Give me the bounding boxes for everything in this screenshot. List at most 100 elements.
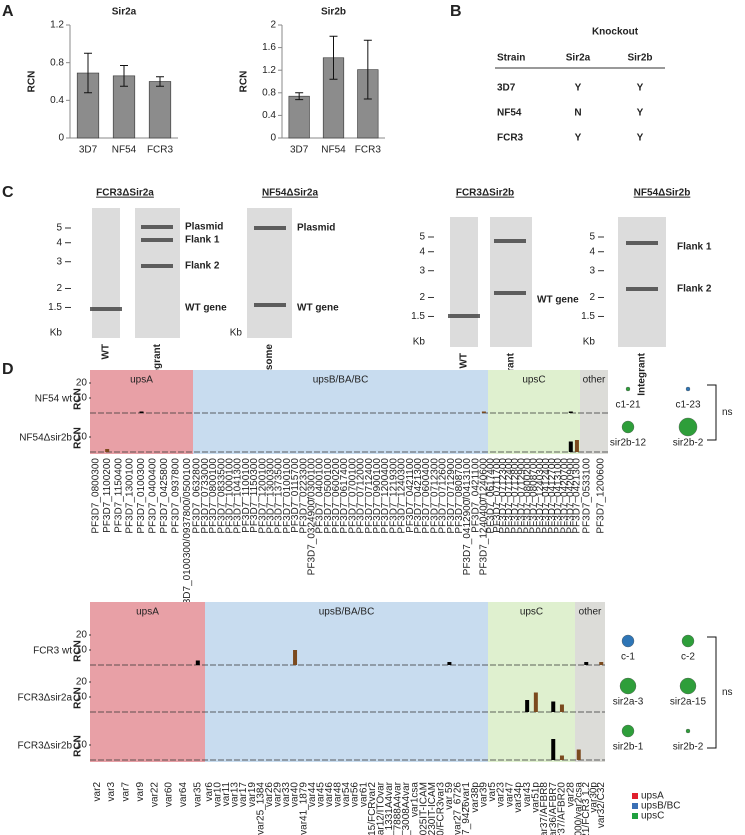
y-tick-label: 0.8: [50, 57, 64, 68]
pie: [685, 728, 691, 734]
bar: [481, 411, 486, 413]
pie-label: sir2b-1: [613, 742, 644, 753]
error-bar: [120, 64, 128, 87]
row-name: FCR3 wt: [33, 646, 72, 657]
region-bg: [488, 370, 580, 454]
bar: [525, 700, 530, 712]
gene-label: PF3D7_0800100: [208, 458, 219, 534]
gene-label: PF3D7_0800300: [90, 458, 101, 534]
gene-label: var 59: [444, 782, 455, 810]
bar: [288, 95, 310, 139]
bar: [105, 449, 110, 452]
legend-swatch: [632, 813, 638, 819]
gel-band: [448, 314, 480, 318]
gene-label: PF3D7_0600200: [331, 458, 342, 534]
x-tick-label: FCR3: [355, 145, 382, 156]
gene-label: var13: [230, 782, 241, 807]
gel-band: [494, 291, 526, 295]
y-tick-label: 1.2: [50, 20, 64, 31]
gene-label: var43: [522, 782, 533, 807]
gene-label: var25_1384: [255, 782, 266, 835]
table-cell: Y: [637, 133, 644, 144]
gene-label: var39: [478, 782, 489, 807]
bar: [559, 755, 564, 760]
gene-label: PF3D7_1200600: [596, 458, 607, 534]
gene-label: PF3D7_0421100: [470, 458, 481, 533]
table-cell: 3D7: [497, 83, 516, 94]
gene-label: PF3D7_0425800: [159, 458, 170, 534]
pie-label: sir2a-3: [613, 697, 644, 708]
error-bar: [295, 92, 304, 101]
gene-label: PF3D7_0600400: [421, 458, 432, 534]
pie-label: sir2b-12: [610, 438, 647, 449]
gene-label: PF3D7_0632800: [192, 458, 203, 534]
gene-label: PF3D7_1200400: [380, 458, 391, 534]
gel-band: [254, 226, 286, 230]
x-tick-label: NF54: [321, 145, 346, 156]
gene-label: var1csa: [410, 782, 421, 817]
bar: [559, 704, 564, 712]
lane-label: WT: [101, 344, 112, 360]
error-bar: [363, 39, 372, 100]
region-label: upsB/BA/BC: [319, 607, 375, 618]
gene-label: var6: [204, 782, 215, 802]
legend-label: upsB/BC: [641, 801, 680, 812]
gene-label: var36/AFBR7: [548, 782, 559, 835]
ladder-label: 3: [419, 265, 425, 276]
gene-label: PF3D7_1300100: [125, 458, 136, 534]
gene-label: PF3D7_0712400: [364, 458, 375, 534]
gene-label: var47: [504, 782, 515, 807]
row-name: FCR3Δsir2a: [18, 693, 73, 704]
gel-band: [626, 287, 658, 291]
gene-label: PF3D7_0421100: [405, 458, 416, 533]
row-name: NF54Δsir2b: [19, 433, 72, 444]
gel-band: [90, 307, 122, 311]
gel-title: FCR3ΔSir2a: [96, 188, 154, 199]
bar: [533, 692, 538, 712]
region-bg: [488, 602, 575, 762]
y-tick-label: 10: [76, 393, 88, 404]
band-label: Flank 2: [185, 261, 220, 272]
y-tick-label: 0.4: [262, 110, 276, 121]
x-tick-label: 3D7: [79, 145, 98, 156]
region-label: upsC: [522, 375, 545, 386]
table-header: Sir2a: [566, 53, 591, 64]
gene-label: PF3D7_1240400/1240600: [479, 458, 490, 576]
unit-label: Kb: [230, 328, 243, 339]
region-label: other: [583, 375, 606, 386]
gene-label: PF3D7_0100300/0937800/0500100: [182, 458, 193, 617]
pie-label: c-2: [681, 652, 695, 663]
ladder-label: 1.5: [581, 311, 595, 322]
gene-label: var27_9426var1: [461, 782, 472, 835]
ladder-label: 1.5: [411, 311, 425, 322]
gene-label: PF3D7_0712900: [516, 458, 527, 534]
gene-label: PF3D7_0937800: [170, 458, 181, 534]
gene-label: PF3D7_0412700: [547, 458, 558, 534]
bar: [576, 749, 581, 760]
gene-label: PF3D7_0617400: [486, 458, 497, 534]
gene-label: var17: [238, 782, 249, 807]
gene-label: PF3D7_1200100: [257, 458, 268, 534]
pie-label: sir2b-2: [673, 742, 704, 753]
gene-label: var44: [307, 782, 318, 807]
band-label: WT gene: [297, 303, 339, 314]
ladder-label: 3: [589, 265, 595, 276]
pie-label: c1-21: [615, 400, 640, 411]
region-label: other: [579, 607, 602, 618]
ladder-label: 5: [589, 232, 595, 243]
gene-label: var51p: [530, 782, 541, 813]
panel-label: B: [450, 3, 462, 20]
gene-label: var20/FCR3var3: [435, 782, 446, 835]
gene-label: PF3D7_0324900/0300100: [306, 458, 317, 576]
region-bg: [205, 602, 488, 762]
gene-label: PF3D7_0412400: [541, 458, 552, 534]
gene-label: PF3D7_1000100: [225, 458, 236, 534]
gene-label: var38p: [470, 782, 481, 813]
pie-label: c-1: [621, 652, 635, 663]
bar: [447, 662, 452, 665]
gene-label: var23: [496, 782, 507, 807]
unit-label: Kb: [50, 328, 63, 339]
gel-lane: [450, 217, 478, 347]
pie-label: sir2b-2: [673, 438, 704, 449]
gene-label: PF3D7_0712300: [498, 458, 509, 534]
